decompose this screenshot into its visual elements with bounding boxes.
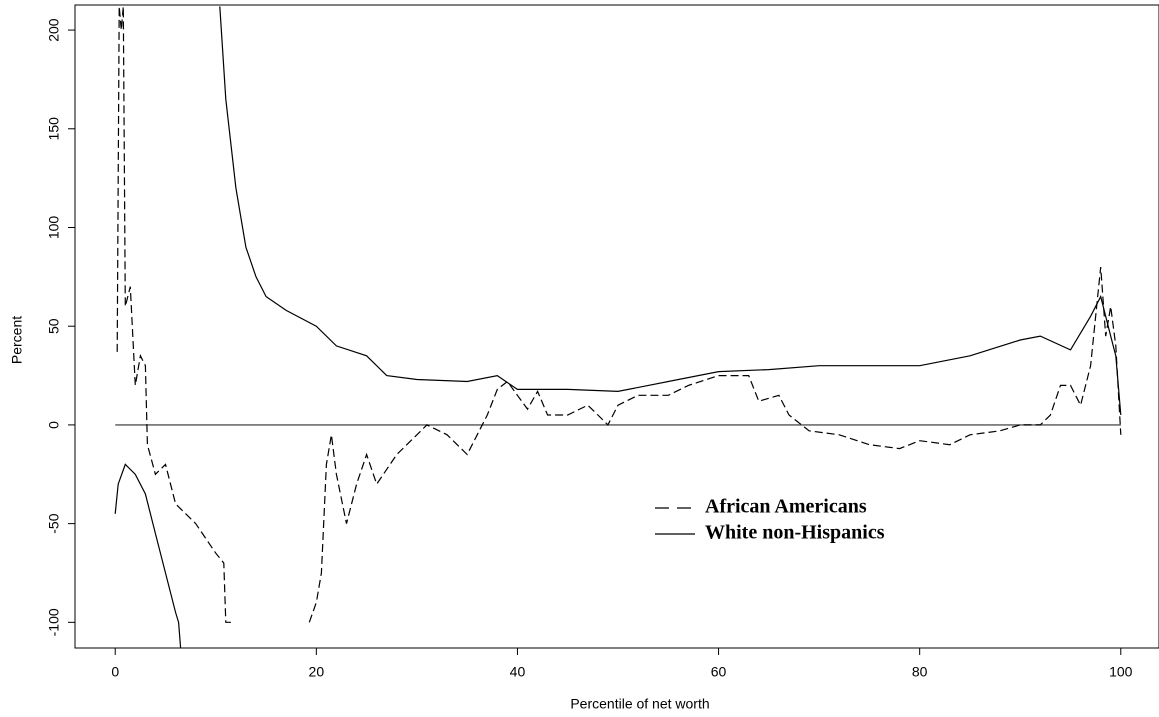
x-axis-label: Percentile of net worth bbox=[570, 696, 709, 712]
series-line bbox=[116, 6, 1122, 623]
legend-label: White non-Hispanics bbox=[705, 522, 885, 544]
x-tick-label: 80 bbox=[912, 664, 928, 680]
x-tick-label: 40 bbox=[510, 664, 526, 680]
y-tick-label: -50 bbox=[46, 513, 62, 533]
y-tick-label: 150 bbox=[46, 117, 62, 141]
y-axis-label: Percent bbox=[9, 316, 25, 364]
legend-label: African Americans bbox=[705, 496, 867, 518]
x-tick-label: 60 bbox=[711, 664, 727, 680]
x-tick-label: 20 bbox=[309, 664, 325, 680]
series-line bbox=[114, 6, 1122, 648]
y-tick-label: 50 bbox=[46, 318, 62, 334]
y-tick-label: 100 bbox=[46, 216, 62, 240]
y-tick-label: -100 bbox=[46, 608, 62, 636]
plot-area bbox=[114, 6, 1122, 648]
x-tick-label: 100 bbox=[1109, 664, 1133, 680]
y-tick-label: 200 bbox=[46, 18, 62, 42]
plot-frame bbox=[74, 4, 1159, 649]
x-tick-label: 0 bbox=[111, 664, 119, 680]
y-tick-label: 0 bbox=[46, 421, 62, 429]
